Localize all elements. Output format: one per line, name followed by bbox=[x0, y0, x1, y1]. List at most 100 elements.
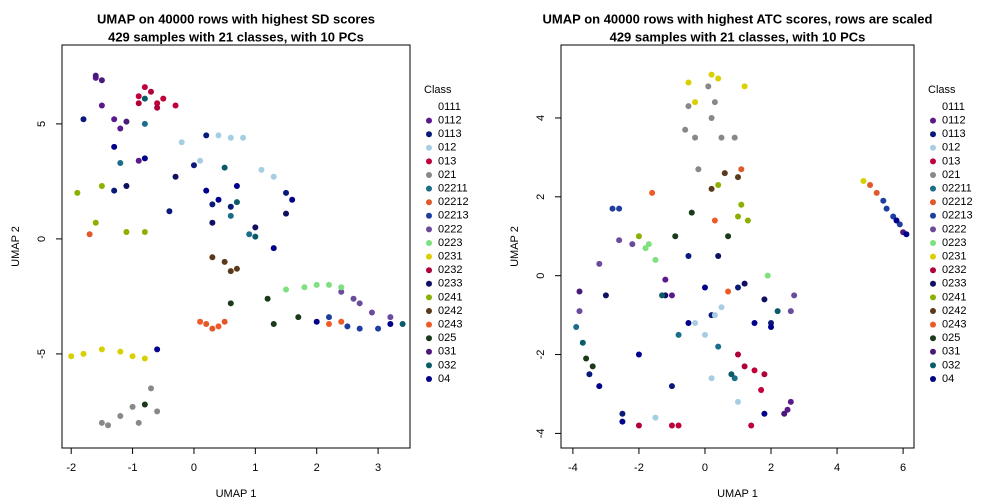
legend-label: 025 bbox=[438, 332, 456, 344]
point bbox=[883, 205, 890, 212]
point bbox=[135, 93, 142, 100]
point bbox=[344, 323, 351, 330]
y-tick-label: 5 bbox=[36, 121, 48, 127]
point bbox=[708, 71, 715, 78]
point bbox=[734, 213, 741, 220]
point bbox=[748, 422, 755, 429]
point bbox=[728, 371, 735, 378]
point bbox=[860, 178, 867, 185]
point bbox=[233, 265, 240, 272]
point bbox=[338, 284, 345, 291]
point bbox=[203, 187, 210, 194]
point bbox=[350, 295, 357, 302]
legend-swatch bbox=[930, 280, 936, 287]
point bbox=[652, 414, 659, 421]
legend-swatch bbox=[426, 212, 432, 219]
legend-label: 02212 bbox=[942, 196, 973, 208]
y-tick-label: 4 bbox=[535, 115, 547, 121]
point bbox=[141, 355, 148, 362]
point bbox=[141, 95, 148, 102]
legend-title: Class bbox=[928, 84, 956, 96]
point bbox=[356, 325, 363, 332]
point bbox=[154, 104, 161, 111]
point bbox=[675, 422, 682, 429]
point bbox=[685, 79, 692, 86]
point bbox=[283, 189, 290, 196]
legend-swatch bbox=[930, 362, 936, 369]
legend-swatch bbox=[426, 199, 432, 206]
point bbox=[197, 157, 204, 164]
point bbox=[668, 422, 675, 429]
point bbox=[774, 308, 781, 315]
point bbox=[616, 237, 623, 244]
point bbox=[221, 258, 228, 265]
legend-label: 0241 bbox=[438, 291, 462, 303]
x-tick-label: 6 bbox=[900, 462, 906, 474]
x-tick-label: 4 bbox=[834, 462, 840, 474]
legend-swatch bbox=[930, 131, 936, 138]
x-axis-label: UMAP 1 bbox=[717, 488, 758, 500]
legend-label: 0233 bbox=[438, 278, 462, 290]
legend-swatch bbox=[930, 117, 936, 124]
point bbox=[573, 323, 580, 330]
legend-label: 0242 bbox=[942, 305, 966, 317]
legend-label: 021 bbox=[942, 169, 960, 181]
x-tick-label: 3 bbox=[375, 462, 381, 474]
point bbox=[718, 134, 725, 141]
legend-swatch bbox=[930, 240, 936, 246]
point bbox=[725, 233, 732, 240]
legend-swatch bbox=[930, 348, 936, 355]
point bbox=[619, 410, 626, 417]
point bbox=[240, 134, 247, 141]
point bbox=[387, 314, 394, 321]
point bbox=[160, 95, 167, 102]
point bbox=[129, 403, 136, 410]
legend-label: 012 bbox=[438, 142, 456, 154]
legend-swatch bbox=[930, 172, 936, 178]
legend-label: 0231 bbox=[438, 251, 462, 263]
point bbox=[375, 325, 382, 332]
legend-swatch bbox=[426, 267, 432, 274]
point bbox=[718, 304, 725, 311]
point bbox=[80, 116, 87, 123]
point bbox=[635, 422, 642, 429]
point bbox=[642, 245, 649, 252]
point bbox=[80, 350, 87, 357]
point bbox=[685, 103, 692, 110]
y-tick-label: 0 bbox=[535, 273, 547, 279]
point bbox=[784, 406, 791, 413]
point bbox=[731, 134, 738, 141]
point bbox=[711, 99, 718, 106]
legend-label: 0242 bbox=[438, 305, 462, 317]
point bbox=[141, 84, 148, 91]
x-tick-label: 2 bbox=[314, 462, 320, 474]
point bbox=[135, 419, 142, 426]
point bbox=[98, 346, 105, 353]
legend-swatch bbox=[930, 294, 936, 301]
plot-box bbox=[560, 44, 915, 449]
point bbox=[867, 181, 874, 188]
point bbox=[725, 288, 732, 295]
legend-label: 04 bbox=[942, 373, 954, 385]
point bbox=[903, 231, 910, 238]
point bbox=[301, 284, 308, 291]
point bbox=[688, 209, 695, 216]
chart-subtitle: 429 samples with 21 classes, with 10 PCs bbox=[610, 29, 866, 44]
point bbox=[92, 219, 99, 226]
point bbox=[715, 343, 722, 350]
point bbox=[209, 201, 216, 208]
point bbox=[203, 321, 210, 328]
point bbox=[111, 187, 118, 194]
point bbox=[616, 205, 623, 212]
point bbox=[675, 331, 682, 338]
point bbox=[893, 217, 900, 224]
x-tick-label: 0 bbox=[191, 462, 197, 474]
legend-swatch bbox=[426, 226, 432, 233]
plot-box bbox=[61, 44, 411, 449]
legend-swatch bbox=[930, 144, 936, 151]
y-tick-label: 0 bbox=[36, 236, 48, 242]
point bbox=[209, 254, 216, 261]
point bbox=[313, 318, 320, 325]
x-axis-label: UMAP 1 bbox=[216, 488, 257, 500]
legend-swatch bbox=[930, 308, 936, 314]
